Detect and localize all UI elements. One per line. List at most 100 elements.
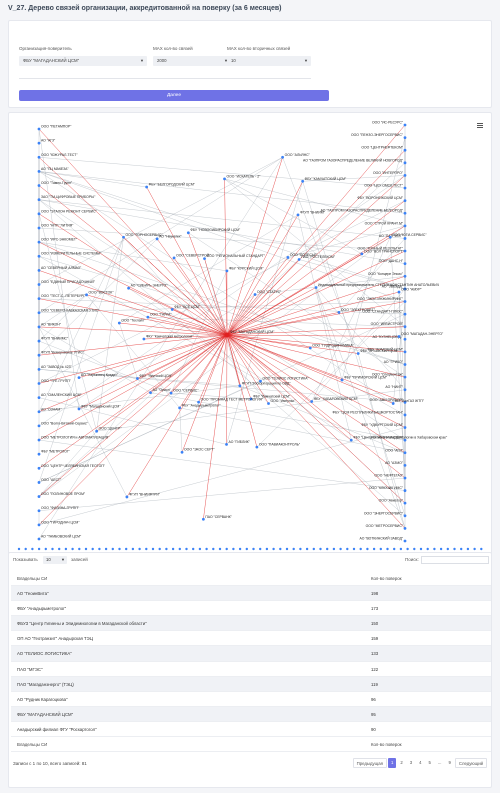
- graph-node[interactable]: ООО "Концерн Энсис": [368, 272, 407, 278]
- node-dot[interactable]: [253, 293, 257, 296]
- graph-node[interactable]: ФБУ "Якутский ЦСМ": [136, 374, 173, 380]
- node-dot[interactable]: [286, 256, 290, 259]
- graph-node[interactable]: ООО "СЕРВИС": [169, 388, 200, 395]
- graph-node[interactable]: АО "КУЗНЕЦОВ Д.": [372, 335, 407, 341]
- hamburger-menu-icon[interactable]: [477, 123, 483, 128]
- node-dot[interactable]: [312, 547, 315, 551]
- node-dot[interactable]: [24, 547, 27, 551]
- graph-node[interactable]: ФБУ "ВСЕ ЦСМ": [170, 305, 201, 311]
- node-dot[interactable]: [305, 547, 309, 551]
- org-select[interactable]: ФБУ "МАГАДАНСКИЙ ЦСМ" ▼: [19, 56, 147, 66]
- node-dot[interactable]: [356, 352, 360, 355]
- graph-node[interactable]: АО "ГАЗПРОМ ГАЗОРАСПРЕДЕЛЕНИЕ ВЕЛИКИЙ НО…: [303, 158, 407, 165]
- node-dot[interactable]: [238, 384, 242, 388]
- graph-node[interactable]: ООО "СТАНДАРТ-ПЛЮС": [362, 310, 407, 316]
- node-dot[interactable]: [403, 350, 407, 354]
- node-dot[interactable]: [460, 547, 463, 551]
- graph-node[interactable]: ООО "Волго-Вятский-Сервис": [37, 421, 89, 428]
- node-dot[interactable]: [131, 547, 135, 551]
- node-dot[interactable]: [37, 509, 41, 513]
- node-dot[interactable]: [403, 199, 407, 203]
- graph-node[interactable]: ООО "ЦЕНТРНЕФТЕКОМ": [361, 146, 407, 152]
- node-dot[interactable]: [403, 174, 407, 177]
- graph-node[interactable]: ООО "ИЗМЕРИТЕЛЬНЫЕ СИСТЕМЫ": [37, 252, 103, 258]
- node-dot[interactable]: [403, 451, 407, 455]
- node-dot[interactable]: [125, 547, 128, 551]
- node-dot[interactable]: [77, 376, 81, 380]
- node-dot[interactable]: [366, 547, 369, 551]
- graph-node[interactable]: ООО "ЦСУ ОМСК ТЕСТ": [364, 184, 407, 190]
- node-dot[interactable]: [31, 547, 34, 551]
- graph-node[interactable]: ФБУ "МЕТРОЛОГ": [37, 450, 71, 456]
- graph-node[interactable]: ООО "ЭЛЕКТРОМЕТ": [337, 308, 376, 314]
- node-dot[interactable]: [403, 224, 407, 228]
- node-dot[interactable]: [403, 526, 407, 530]
- node-dot[interactable]: [319, 547, 322, 551]
- node-dot[interactable]: [403, 426, 407, 429]
- node-dot[interactable]: [155, 237, 159, 241]
- node-dot[interactable]: [403, 337, 407, 341]
- graph-node[interactable]: ФКУ "Камчатская метрология": [142, 335, 195, 341]
- graph-node[interactable]: ООО "ГИДРОДИНАМИКА": [308, 344, 355, 350]
- node-dot[interactable]: [379, 547, 382, 551]
- graph-node[interactable]: ООО "ПОЛИНОВОЕ ПРОМ": [37, 492, 86, 498]
- graph-node[interactable]: АО "ЗВЕЗДА": [382, 284, 407, 291]
- node-dot[interactable]: [388, 235, 392, 239]
- graph-node[interactable]: ООО "МЕТРОСЕРВИС": [366, 524, 407, 530]
- node-dot[interactable]: [466, 547, 470, 551]
- graph-node[interactable]: АО "СМАЛЕНСКИЙ ЦСМ": [37, 393, 83, 400]
- node-dot[interactable]: [433, 547, 436, 551]
- graph-node[interactable]: АО "ВИКОН": [37, 322, 62, 329]
- node-dot[interactable]: [406, 547, 409, 551]
- table-row[interactable]: ПАО "МГЭС" 122: [11, 662, 491, 677]
- page-button[interactable]: 3: [409, 760, 413, 765]
- node-dot[interactable]: [138, 547, 141, 551]
- column-header-count[interactable]: Кол-во поверок: [371, 576, 402, 581]
- max-secondary-select[interactable]: 10 ▼: [227, 56, 311, 66]
- graph-node[interactable]: ФГУП "ВНИИФТРИ": [125, 492, 161, 499]
- node-dot[interactable]: [51, 547, 54, 551]
- graph-node[interactable]: ООО "ИНТЕРПРО": [373, 171, 407, 177]
- graph-node[interactable]: ООО "АМУР": [397, 288, 423, 294]
- graph-node[interactable]: ПАО "СЕРВАНК": [201, 515, 233, 521]
- node-dot[interactable]: [37, 297, 41, 301]
- node-dot[interactable]: [326, 547, 329, 551]
- node-dot[interactable]: [172, 256, 176, 260]
- graph-node[interactable]: ФБУ "ХАБАРОВСКИЙ ЦСМ": [310, 397, 359, 403]
- node-dot[interactable]: [37, 254, 41, 258]
- graph-node[interactable]: ООО "АЛЬЯНС": [281, 153, 311, 159]
- node-dot[interactable]: [212, 547, 215, 551]
- node-dot[interactable]: [403, 312, 407, 316]
- node-dot[interactable]: [223, 177, 226, 181]
- graph-node[interactable]: ООО "ЭТАЛОН РЕМОНТ СЕРВИС": [37, 209, 98, 216]
- graph-node[interactable]: ООО "ЮЖУРАЛ-ТЕСТ": [37, 153, 79, 159]
- next-page-button[interactable]: Следующий: [454, 758, 487, 768]
- node-dot[interactable]: [171, 547, 175, 551]
- node-dot[interactable]: [197, 400, 200, 404]
- node-dot[interactable]: [158, 547, 161, 551]
- graph-node[interactable]: АО "АГЗ": [37, 139, 56, 145]
- node-dot[interactable]: [37, 268, 41, 272]
- node-dot[interactable]: [125, 495, 129, 499]
- node-dot[interactable]: [310, 400, 314, 403]
- graph-node[interactable]: ООО "ПОЛЕСЬЕ": [286, 253, 318, 259]
- search-input[interactable]: [421, 556, 489, 564]
- node-dot[interactable]: [225, 547, 228, 551]
- node-dot[interactable]: [340, 378, 344, 382]
- graph-node[interactable]: ООО "ЦЕНТР": [95, 427, 122, 433]
- table-row[interactable]: ФБУ "Анадырьметролог" 173: [11, 601, 491, 617]
- node-dot[interactable]: [255, 445, 259, 449]
- node-dot[interactable]: [37, 495, 41, 498]
- node-dot[interactable]: [37, 481, 41, 484]
- node-dot[interactable]: [292, 547, 295, 551]
- table-row[interactable]: ФБУ "МАГАДАНСКИЙ ЦСМ" 95: [11, 706, 491, 722]
- graph-node[interactable]: ООО "ЭКОЛ-ИНЖИНИРИНГ": [357, 297, 407, 303]
- graph-node[interactable]: ООО "СТРОЙ КРАНТ М": [365, 221, 407, 228]
- graph-node[interactable]: ООО "Техлайт": [117, 318, 146, 325]
- node-dot[interactable]: [403, 489, 407, 492]
- node-dot[interactable]: [37, 438, 41, 442]
- graph-node[interactable]: ООО "ПАВИАКОНТРОЛЬ": [255, 443, 301, 449]
- node-dot[interactable]: [403, 363, 407, 366]
- node-dot[interactable]: [403, 186, 407, 190]
- graph-node[interactable]: ФГУП "ВНИИМ": [296, 210, 326, 217]
